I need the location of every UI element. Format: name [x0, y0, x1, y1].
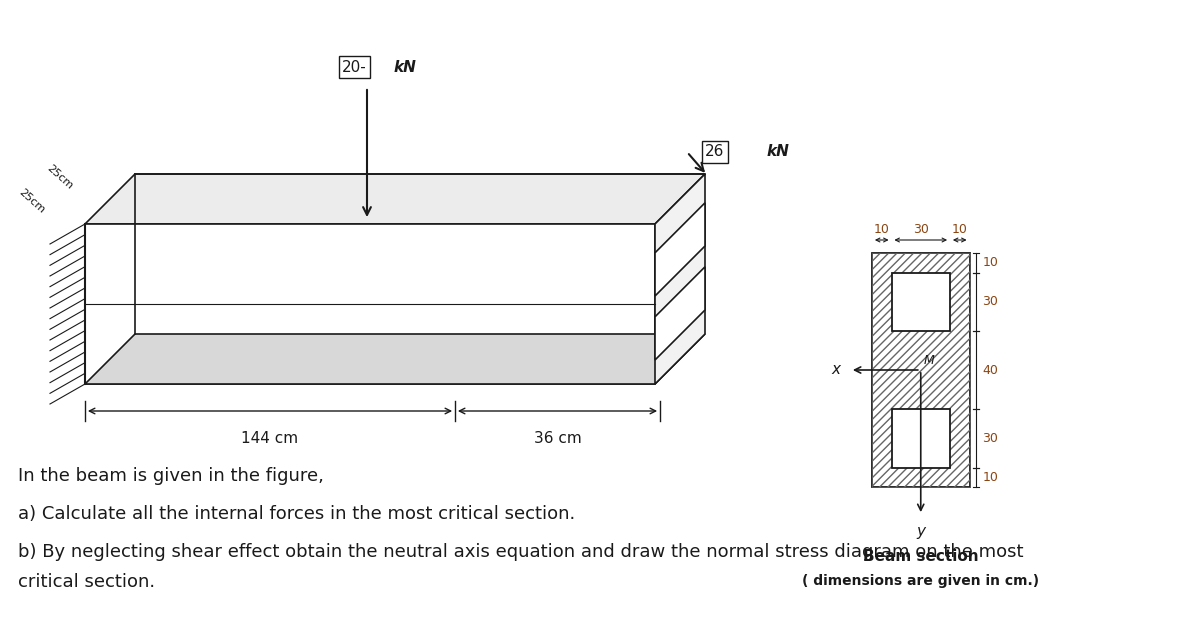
Text: 36 cm: 36 cm — [534, 431, 581, 446]
Text: 144 cm: 144 cm — [241, 431, 299, 446]
Bar — [872, 253, 970, 487]
Polygon shape — [85, 224, 655, 384]
Text: ( dimensions are given in cm.): ( dimensions are given in cm.) — [802, 574, 1039, 588]
Text: 30: 30 — [983, 432, 998, 445]
Polygon shape — [85, 334, 706, 384]
Polygon shape — [655, 203, 706, 296]
Text: 26: 26 — [706, 144, 725, 160]
Text: 40: 40 — [983, 364, 998, 376]
Text: 30: 30 — [913, 223, 929, 236]
Text: In the beam is given in the figure,: In the beam is given in the figure, — [18, 467, 324, 485]
Text: 20-: 20- — [342, 59, 367, 75]
Text: kN: kN — [394, 59, 416, 75]
Text: M: M — [924, 354, 935, 367]
Text: x: x — [830, 362, 840, 378]
Text: 25cm: 25cm — [17, 187, 47, 215]
Polygon shape — [655, 267, 706, 360]
Text: Beam section: Beam section — [863, 549, 978, 564]
Text: 10: 10 — [983, 256, 998, 269]
Bar — [892, 272, 950, 331]
Text: kN: kN — [767, 144, 790, 160]
Text: critical section.: critical section. — [18, 573, 155, 591]
Text: 25cm: 25cm — [46, 163, 74, 191]
Polygon shape — [655, 174, 706, 384]
Text: a) Calculate all the internal forces in the most critical section.: a) Calculate all the internal forces in … — [18, 505, 575, 523]
Text: 10: 10 — [983, 471, 998, 484]
Polygon shape — [85, 174, 706, 224]
Text: 30: 30 — [983, 295, 998, 308]
Text: 10: 10 — [874, 223, 889, 236]
Bar — [892, 409, 950, 468]
Text: y: y — [917, 524, 925, 539]
Text: b) By neglecting shear effect obtain the neutral axis equation and draw the norm: b) By neglecting shear effect obtain the… — [18, 543, 1024, 561]
Bar — [872, 253, 970, 487]
Text: 10: 10 — [952, 223, 967, 236]
